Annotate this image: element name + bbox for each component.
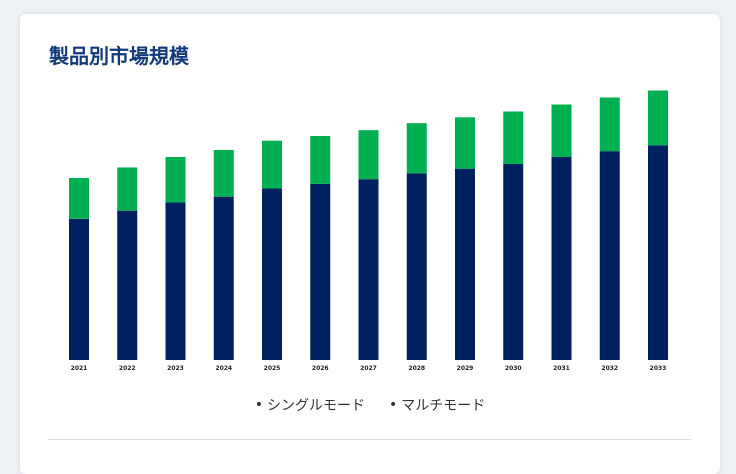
x-tick-label-2033: 2033 — [650, 365, 667, 372]
legend-bullet: • — [389, 397, 398, 413]
bar-multi-mode-2030[interactable] — [503, 111, 524, 165]
bar-multi-mode-2023[interactable] — [165, 157, 186, 203]
x-tick-label-2022: 2022 — [119, 365, 136, 372]
bar-multi-mode-2027[interactable] — [358, 130, 379, 180]
bar-multi-mode-2031[interactable] — [551, 104, 572, 158]
x-tick-labels: 2021 2022 2023 2024 2025 2026 2027 2028 2029 2030… — [71, 365, 667, 372]
bar-multi-mode-2021[interactable] — [69, 178, 89, 219]
bar-single-mode-2031[interactable] — [551, 157, 572, 360]
bar-single-mode-2028[interactable] — [406, 173, 427, 360]
bar-single-mode-2033[interactable] — [648, 145, 668, 360]
bar-multi-mode-2033[interactable] — [648, 90, 668, 146]
divider — [48, 439, 691, 440]
x-tick-label-2023: 2023 — [167, 365, 184, 372]
x-tick-label-2027: 2027 — [360, 365, 377, 372]
bar-single-mode-2029[interactable] — [455, 168, 475, 360]
x-tick-label-2021: 2021 — [71, 365, 88, 372]
bars-group — [69, 90, 668, 361]
bar-single-mode-2026[interactable] — [310, 183, 331, 360]
legend-item-single-mode[interactable]: • シングルモード — [255, 395, 365, 415]
bar-single-mode-2024[interactable] — [213, 196, 234, 360]
legend: • シングルモード • マルチモード — [20, 395, 720, 415]
x-tick-label-2025: 2025 — [264, 365, 281, 372]
legend-item-multi-mode[interactable]: • マルチモード — [389, 395, 485, 415]
chart-card: 製品別市場規模 2021 2022 2023 2024 2025 2026 2027 2028… — [20, 14, 720, 474]
bar-multi-mode-2024[interactable] — [213, 150, 234, 197]
bar-chart: 2021 2022 2023 2024 2025 2026 2027 2028 2029 2030… — [69, 90, 668, 372]
x-tick-label-2026: 2026 — [312, 365, 329, 372]
x-tick-label-2028: 2028 — [408, 365, 425, 372]
legend-bullet: • — [254, 397, 263, 413]
x-tick-label-2032: 2032 — [601, 365, 618, 372]
bar-multi-mode-2022[interactable] — [117, 167, 138, 211]
bar-single-mode-2023[interactable] — [165, 202, 186, 361]
x-tick-label-2024: 2024 — [215, 365, 232, 372]
bar-single-mode-2022[interactable] — [117, 210, 138, 360]
x-tick-label-2030: 2030 — [505, 365, 522, 372]
bar-multi-mode-2028[interactable] — [406, 123, 427, 174]
bar-multi-mode-2025[interactable] — [262, 140, 282, 189]
bar-single-mode-2021[interactable] — [69, 218, 89, 360]
legend-label-single-mode: シングルモード — [267, 398, 365, 414]
bar-multi-mode-2029[interactable] — [455, 117, 475, 169]
legend-label-multi-mode: マルチモード — [401, 398, 486, 414]
x-tick-label-2029: 2029 — [457, 365, 474, 372]
bar-single-mode-2030[interactable] — [503, 164, 524, 360]
chart-title: 製品別市場規模 — [49, 44, 189, 68]
bar-single-mode-2025[interactable] — [262, 188, 282, 361]
bar-multi-mode-2032[interactable] — [599, 97, 620, 152]
bar-single-mode-2032[interactable] — [599, 151, 620, 360]
x-tick-label-2031: 2031 — [553, 365, 570, 372]
bar-single-mode-2027[interactable] — [358, 179, 379, 360]
bar-multi-mode-2026[interactable] — [310, 136, 331, 184]
